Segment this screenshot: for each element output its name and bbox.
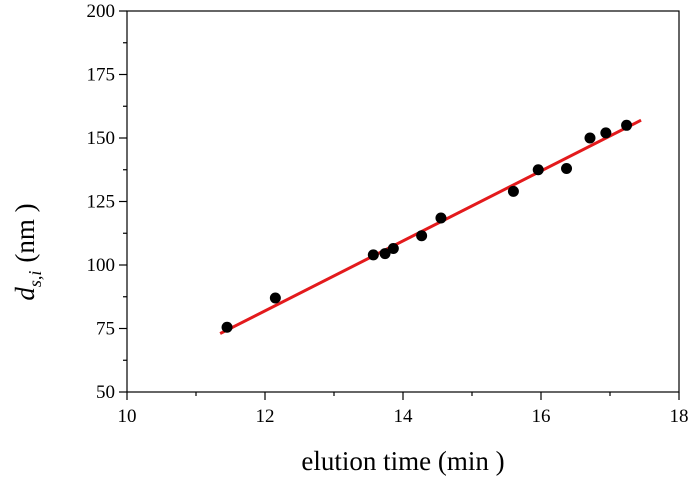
y-tick-label: 100 bbox=[87, 255, 116, 276]
fit-line bbox=[219, 118, 642, 335]
plot-frame bbox=[126, 10, 680, 393]
data-point bbox=[379, 248, 391, 260]
x-tick-label: 12 bbox=[256, 406, 275, 427]
data-point bbox=[367, 249, 379, 261]
plot-border bbox=[126, 10, 680, 393]
data-point bbox=[387, 242, 399, 254]
y-axis-title-symbol: d bbox=[10, 287, 40, 301]
x-tick-label: 10 bbox=[118, 406, 137, 427]
x-tick-label: 18 bbox=[670, 406, 689, 427]
data-point bbox=[221, 321, 233, 333]
data-point bbox=[507, 185, 519, 197]
data-point bbox=[416, 230, 428, 242]
y-tick-label: 200 bbox=[87, 1, 116, 22]
x-axis-title: elution time (min ) bbox=[301, 446, 504, 476]
data-point bbox=[600, 127, 612, 139]
x-axis: 10 12 14 16 18 bbox=[118, 392, 689, 427]
data-point bbox=[532, 164, 544, 176]
data-point bbox=[584, 132, 596, 144]
y-tick-label: 175 bbox=[87, 65, 116, 86]
data-point bbox=[269, 292, 281, 304]
y-axis: 50 75 100 125 150 175 200 bbox=[87, 1, 127, 403]
y-tick-label: 125 bbox=[87, 192, 116, 213]
fit-line-series bbox=[219, 118, 642, 335]
y-tick-label: 50 bbox=[96, 382, 115, 403]
x-tick-label: 14 bbox=[394, 406, 414, 427]
data-point bbox=[435, 212, 447, 224]
y-tick-label: 75 bbox=[96, 319, 115, 340]
scatter-series bbox=[221, 119, 633, 333]
y-tick-label: 150 bbox=[87, 128, 116, 149]
data-point bbox=[621, 119, 633, 131]
y-axis-title-subscript: s,i bbox=[25, 271, 45, 288]
y-axis-title: ds,i (nm ) bbox=[10, 203, 45, 300]
data-point bbox=[561, 162, 573, 174]
y-axis-title-unit: (nm ) bbox=[10, 203, 40, 262]
x-tick-label: 16 bbox=[532, 406, 551, 427]
